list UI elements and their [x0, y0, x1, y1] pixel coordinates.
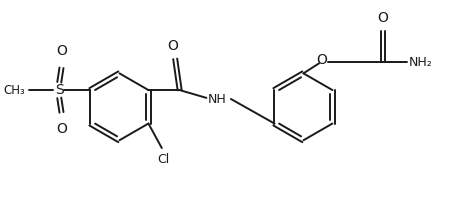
Text: CH₃: CH₃ — [3, 84, 25, 97]
Text: O: O — [56, 44, 67, 58]
Text: O: O — [56, 122, 67, 136]
Text: O: O — [315, 53, 326, 67]
Text: O: O — [377, 11, 387, 25]
Text: NH₂: NH₂ — [407, 56, 431, 69]
Text: S: S — [55, 83, 63, 97]
Text: Cl: Cl — [157, 152, 169, 166]
Text: O: O — [167, 39, 178, 53]
Text: NH: NH — [207, 92, 226, 106]
